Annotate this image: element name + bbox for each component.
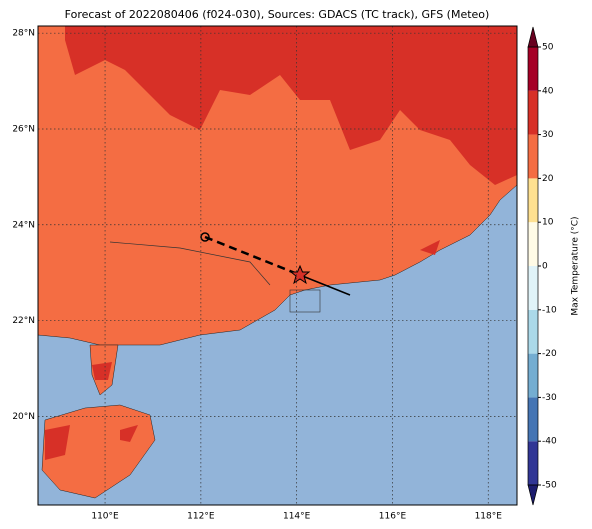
colorbar-tick-label: 50 <box>542 43 554 53</box>
lon-tick-label: 110°E <box>91 512 119 522</box>
colorbar-bin <box>528 222 538 266</box>
warm-region <box>45 425 70 460</box>
colorbar-tick-label: -10 <box>542 305 557 315</box>
colorbar: -50 -40 -30 -20 -10 0 10 20 30 40 50 <box>527 26 557 506</box>
colorbar-bin <box>528 309 538 354</box>
colorbar-tick-label: 30 <box>542 130 554 140</box>
colorbar-tick-label: -20 <box>542 349 557 359</box>
title: Forecast of 2022080406 (f024-030), Sourc… <box>65 8 490 21</box>
colorbar-bin <box>528 90 538 135</box>
hong-kong-box <box>289 289 321 313</box>
colorbar-bin <box>528 178 538 223</box>
border <box>109 241 271 286</box>
observed-track <box>299 274 351 296</box>
colorbar-tick-label: 10 <box>542 218 554 228</box>
forecast-track <box>204 235 301 277</box>
lat-tick-label: 22°N <box>12 316 35 326</box>
lon-tick-label: 118°E <box>475 512 503 522</box>
lon-tick-label: 116°E <box>379 512 407 522</box>
colorbar-bin <box>528 441 538 485</box>
map-area <box>38 26 517 505</box>
lat-tick-label: 24°N <box>12 220 35 230</box>
lat-tick-label: 26°N <box>12 124 35 134</box>
colorbar-tick-label: 0 <box>542 262 548 272</box>
colorbar-label: Max Temperature (°C) <box>571 216 581 315</box>
colorbar-tick-label: 40 <box>542 86 554 96</box>
warm-region <box>120 425 138 442</box>
colorbar-bin <box>528 266 538 310</box>
colorbar-bin <box>528 397 538 442</box>
storm-position <box>289 264 311 285</box>
map-frame <box>37 25 518 506</box>
colorbar-tick-label: -30 <box>542 393 557 403</box>
colorbar-extend-min <box>527 484 539 506</box>
track-point <box>200 232 210 242</box>
colorbar-bin <box>528 134 538 179</box>
warm-region <box>420 240 440 255</box>
lat-tick-label: 20°N <box>12 412 35 422</box>
lat-tick-label: 28°N <box>12 29 35 39</box>
colorbar-tick-label: 20 <box>542 174 554 184</box>
colorbar-extend-max <box>527 26 539 48</box>
warm-region <box>92 362 112 380</box>
lon-tick-label: 114°E <box>283 512 311 522</box>
colorbar-bin <box>528 47 538 91</box>
warm-region <box>65 26 517 185</box>
lon-tick-label: 112°E <box>187 512 215 522</box>
colorbar-tick-label: -40 <box>542 437 557 447</box>
colorbar-tick-label: -50 <box>542 481 557 491</box>
colorbar-bin <box>528 353 538 398</box>
